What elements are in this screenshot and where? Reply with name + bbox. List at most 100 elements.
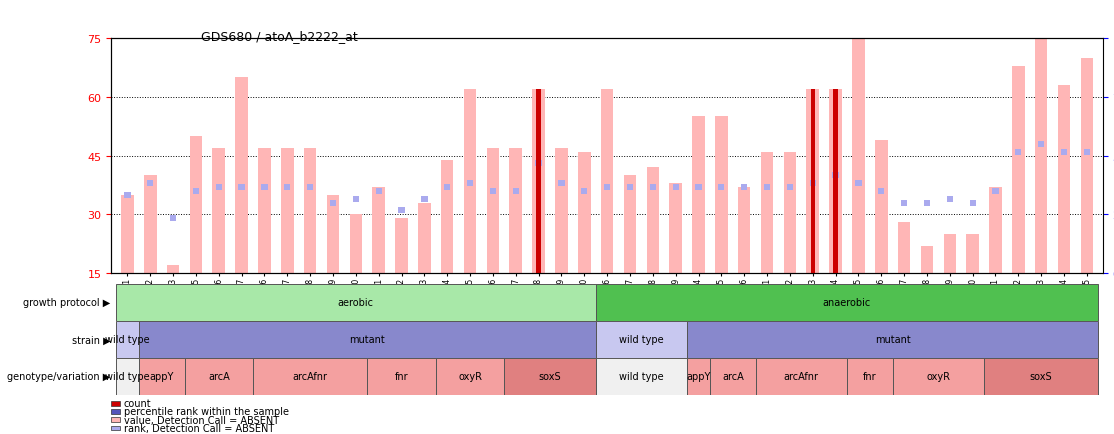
Bar — [783, 152, 797, 273]
Bar — [878, 188, 885, 194]
Bar — [284, 184, 291, 191]
Bar — [969, 200, 976, 206]
Bar — [555, 148, 568, 273]
Bar — [786, 184, 793, 191]
Bar — [116, 284, 596, 321]
Text: arcA: arcA — [208, 372, 229, 381]
Text: wild type: wild type — [619, 335, 664, 345]
Text: soxS: soxS — [539, 372, 561, 381]
Bar — [189, 137, 203, 273]
Text: oxyR: oxyR — [458, 372, 482, 381]
Bar — [368, 358, 436, 395]
Bar — [920, 246, 934, 273]
Bar — [139, 358, 185, 395]
Bar — [687, 358, 710, 395]
Bar — [167, 266, 179, 273]
Bar — [582, 188, 587, 194]
Text: wild type: wild type — [105, 372, 149, 381]
Bar — [258, 148, 271, 273]
Bar — [596, 321, 687, 358]
Bar — [375, 188, 382, 194]
Bar — [1015, 149, 1022, 155]
Bar — [193, 188, 199, 194]
Bar — [441, 160, 453, 273]
Bar — [111, 409, 120, 414]
Bar — [253, 358, 368, 395]
Bar — [399, 208, 404, 214]
Bar — [1061, 149, 1067, 155]
Bar — [536, 161, 541, 167]
Bar — [829, 90, 842, 273]
Bar — [421, 196, 428, 202]
Bar — [330, 200, 336, 206]
Bar — [304, 148, 316, 273]
Text: soxS: soxS — [1029, 372, 1053, 381]
Bar — [807, 90, 819, 273]
Bar — [111, 401, 120, 406]
Bar — [810, 181, 815, 187]
Bar — [235, 78, 248, 273]
Bar — [764, 184, 770, 191]
Text: wild type: wild type — [619, 372, 664, 381]
Bar — [984, 358, 1098, 395]
Bar — [1038, 141, 1044, 148]
Bar — [898, 223, 910, 273]
Text: appY: appY — [686, 372, 711, 381]
Bar — [1084, 149, 1089, 155]
Bar — [670, 184, 682, 273]
Text: fnr: fnr — [863, 372, 877, 381]
Bar — [947, 196, 952, 202]
Bar — [944, 234, 956, 273]
Bar — [487, 148, 499, 273]
Bar — [281, 148, 294, 273]
Text: rank, Detection Call = ABSENT: rank, Detection Call = ABSENT — [124, 423, 274, 433]
Bar — [624, 176, 636, 273]
Bar — [116, 358, 139, 395]
Bar — [596, 284, 1098, 321]
Bar — [1081, 59, 1093, 273]
Bar — [874, 141, 888, 273]
Bar — [811, 90, 815, 273]
Text: count: count — [124, 398, 152, 408]
Bar — [852, 39, 864, 273]
Text: anaerobic: anaerobic — [823, 298, 871, 308]
Bar — [755, 358, 847, 395]
Text: genotype/variation ▶: genotype/variation ▶ — [7, 372, 110, 381]
Bar — [924, 200, 930, 206]
Bar — [1035, 12, 1047, 273]
Bar — [111, 425, 120, 430]
Text: arcA: arcA — [722, 372, 744, 381]
Text: mutant: mutant — [874, 335, 910, 345]
Bar — [350, 215, 362, 273]
Bar — [687, 321, 1098, 358]
Bar — [139, 321, 596, 358]
Bar — [673, 184, 678, 191]
Bar — [144, 176, 157, 273]
Bar — [170, 216, 176, 222]
Bar — [558, 181, 565, 187]
Bar — [537, 90, 540, 273]
Bar — [147, 181, 154, 187]
Bar — [1012, 66, 1025, 273]
Text: mutant: mutant — [350, 335, 385, 345]
Bar — [372, 187, 385, 273]
Text: aerobic: aerobic — [338, 298, 374, 308]
Bar — [600, 90, 614, 273]
Bar — [993, 188, 998, 194]
Bar — [901, 200, 907, 206]
Bar — [490, 188, 496, 194]
Bar — [741, 184, 747, 191]
Text: wild type: wild type — [105, 335, 149, 345]
Bar — [444, 184, 450, 191]
Text: appY: appY — [149, 372, 174, 381]
Bar — [125, 192, 130, 198]
Bar — [715, 117, 727, 273]
Bar — [1057, 86, 1071, 273]
Bar — [326, 195, 340, 273]
Bar — [761, 152, 773, 273]
Text: fnr: fnr — [394, 372, 409, 381]
Bar — [467, 181, 473, 187]
Bar — [692, 117, 705, 273]
Bar — [238, 184, 245, 191]
Bar — [509, 148, 522, 273]
